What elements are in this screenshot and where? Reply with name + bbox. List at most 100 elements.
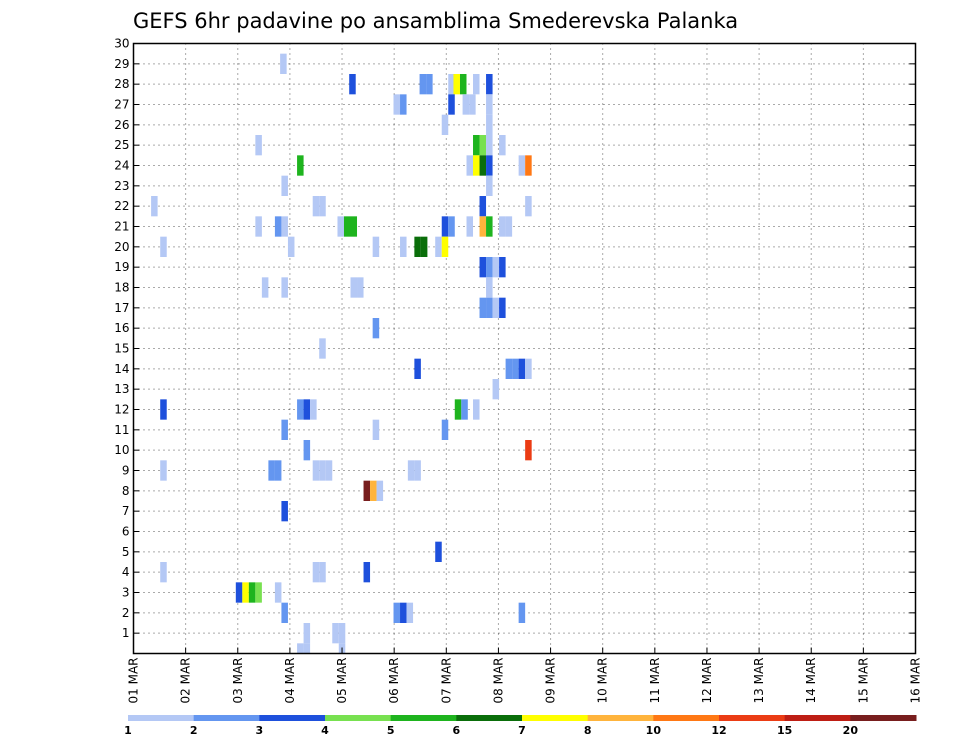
colorbar-label: 20 xyxy=(843,724,859,737)
data-cell xyxy=(357,277,364,298)
x-tick-label: 03 MAR xyxy=(231,658,245,704)
data-cell xyxy=(448,74,455,95)
y-tick-label: 22 xyxy=(114,199,129,213)
data-cell xyxy=(486,277,493,298)
data-cell xyxy=(297,643,304,654)
data-cell xyxy=(376,480,384,501)
data-cell xyxy=(372,236,380,257)
data-cell xyxy=(350,277,358,298)
y-tick-label: 29 xyxy=(114,57,129,71)
data-cell xyxy=(151,196,158,217)
y-tick-label: 26 xyxy=(114,118,129,132)
data-cell xyxy=(281,419,288,440)
colorbar-label: 8 xyxy=(584,724,592,737)
x-tick-label: 10 MAR xyxy=(596,658,610,704)
grid-lines xyxy=(133,43,916,654)
data-cell xyxy=(486,94,493,115)
colorbar-swatch xyxy=(456,715,523,721)
data-cell xyxy=(319,460,326,481)
colorbar-swatch xyxy=(259,715,326,721)
x-tick-label: 12 MAR xyxy=(700,658,714,704)
x-tick-label: 14 MAR xyxy=(804,658,818,704)
colorbar-label: 7 xyxy=(518,724,526,737)
data-cell xyxy=(281,216,288,237)
data-cell xyxy=(343,216,351,237)
y-tick-label: 6 xyxy=(122,525,130,539)
data-cell xyxy=(466,155,474,176)
data-cell xyxy=(297,155,304,176)
data-cell xyxy=(312,196,320,217)
data-cell xyxy=(453,74,460,95)
colorbar-swatch xyxy=(193,715,260,721)
data-cell xyxy=(479,135,487,156)
x-tick-label: 05 MAR xyxy=(335,658,349,704)
colorbar-label: 5 xyxy=(387,724,395,737)
data-cell xyxy=(420,236,428,257)
colorbar-swatch xyxy=(325,715,392,721)
y-tick-label: 21 xyxy=(114,220,129,234)
data-cells xyxy=(151,53,532,654)
colorbar-label: 10 xyxy=(646,724,662,737)
data-cell xyxy=(370,480,377,501)
colorbar-swatch xyxy=(128,715,195,721)
data-cell xyxy=(486,74,493,95)
colorbar-legend: 1 2 3 4 5 6 7 8 10 12 15 20 xyxy=(124,715,917,737)
data-cell xyxy=(274,216,282,237)
data-cell xyxy=(419,74,427,95)
data-cell xyxy=(393,602,401,623)
y-tick-label: 4 xyxy=(122,565,130,579)
chart-title: GEFS 6hr padavine po ansamblima Smederev… xyxy=(133,9,738,33)
data-cell xyxy=(441,216,449,237)
data-cell xyxy=(255,582,262,603)
y-tick-label: 10 xyxy=(114,443,129,457)
colorbar-label: 1 xyxy=(124,724,132,737)
data-cell xyxy=(525,155,532,176)
data-cell xyxy=(325,460,333,481)
data-cell xyxy=(160,562,167,583)
data-cell xyxy=(459,74,467,95)
data-cell xyxy=(473,74,480,95)
x-tick-label: 11 MAR xyxy=(648,658,662,704)
data-cell xyxy=(486,216,493,237)
data-cell xyxy=(242,582,249,603)
y-tick-label: 3 xyxy=(122,586,130,600)
colorbar-label: 6 xyxy=(453,724,461,737)
data-cell xyxy=(248,582,256,603)
data-cell xyxy=(499,297,506,318)
data-cell xyxy=(525,358,532,379)
data-cell xyxy=(525,440,532,461)
data-cell xyxy=(406,602,414,623)
x-tick-label: 13 MAR xyxy=(752,658,766,704)
data-cell xyxy=(414,358,421,379)
data-cell xyxy=(486,155,493,176)
data-cell xyxy=(479,155,487,176)
y-tick-label: 27 xyxy=(114,98,129,112)
data-cell xyxy=(310,399,317,420)
colorbar-label: 3 xyxy=(256,724,264,737)
x-tick-label: 08 MAR xyxy=(491,658,505,704)
data-cell xyxy=(319,196,326,217)
data-cell xyxy=(297,399,304,420)
data-cell xyxy=(492,297,500,318)
data-cell xyxy=(473,135,480,156)
y-tick-label: 15 xyxy=(114,342,129,356)
x-tick-label: 01 MAR xyxy=(127,658,141,704)
data-cell xyxy=(400,236,407,257)
data-cell xyxy=(473,399,480,420)
colorbar-swatch xyxy=(522,715,589,721)
x-tick-label: 16 MAR xyxy=(909,658,923,704)
data-cell xyxy=(393,94,401,115)
x-tick-label: 07 MAR xyxy=(439,658,453,704)
data-cell xyxy=(280,53,287,74)
data-cell xyxy=(255,216,262,237)
data-cell xyxy=(337,216,344,237)
x-tick-label: 06 MAR xyxy=(387,658,401,704)
x-tick-label: 04 MAR xyxy=(283,658,297,704)
data-cell xyxy=(312,562,320,583)
y-tick-label: 20 xyxy=(114,240,129,254)
y-tick-label: 1 xyxy=(122,626,130,640)
data-cell xyxy=(486,257,493,278)
data-cell xyxy=(363,480,371,501)
data-cell xyxy=(518,155,526,176)
y-tick-label: 5 xyxy=(122,545,130,559)
